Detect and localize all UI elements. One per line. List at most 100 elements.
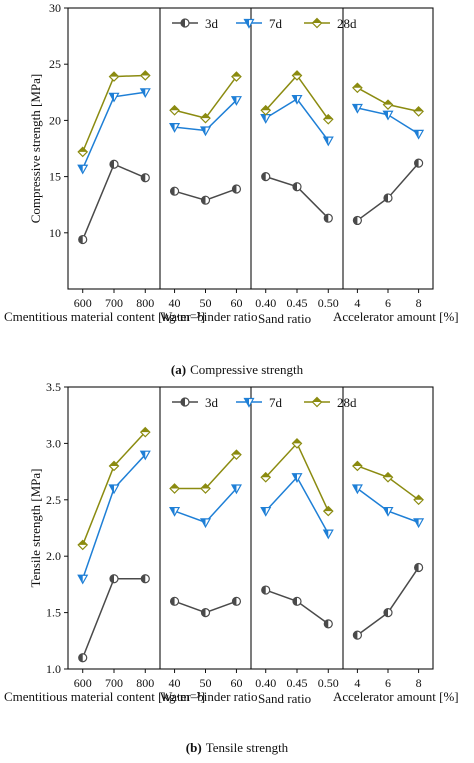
point-3d-half (261, 586, 266, 595)
point-28d-half (231, 450, 241, 455)
point-28d (322, 505, 334, 517)
point-7d (108, 92, 120, 103)
legend-marker-half (312, 18, 322, 23)
chart-a: 10 15 20 25 30 Compressive strength [MPa] 600 7… (4, 1, 459, 377)
x-tick-label: 0.45 (287, 676, 308, 690)
x-axis-label-sand: Sand ratio (258, 691, 311, 706)
legend-marker (180, 397, 190, 407)
x-tick-label: 800 (136, 296, 154, 310)
point-7d-half (414, 130, 419, 139)
point-28d-half (383, 472, 393, 478)
point-7d-half (170, 507, 175, 516)
series-line-7d (265, 475, 329, 535)
point-7d-half (109, 485, 114, 494)
legend-marker (311, 17, 323, 29)
caption-letter: (a) (171, 362, 186, 377)
x-tick-label: 800 (136, 676, 154, 690)
x-tick-label: 60 (230, 676, 242, 690)
point-3d (78, 653, 88, 663)
point-7d-half (78, 165, 83, 174)
point-3d-half (324, 619, 329, 628)
legend-marker (311, 396, 323, 408)
legend-entry-28d: 28d (304, 16, 357, 31)
point-7d (291, 473, 303, 483)
point-3d-half (141, 574, 146, 583)
x-axis-label-accelerator: Accelerator amount [%] (333, 689, 459, 704)
y-tick-label: 10 (49, 226, 61, 240)
point-28d (108, 460, 120, 472)
point-3d (231, 184, 242, 194)
legend-label: 28d (337, 395, 357, 410)
point-7d-half (231, 96, 237, 105)
panel-2: 40 50 60 (169, 449, 242, 690)
point-28d-half (414, 495, 424, 500)
point-28d-half (292, 438, 302, 444)
point-3d (78, 234, 88, 245)
point-3d-half (353, 631, 358, 640)
point-7d-half (292, 473, 297, 482)
point-3d (261, 585, 271, 595)
x-axis-label-line1: Cmentitious material content [kg·m⁻³] (4, 689, 205, 704)
x-tick-label: 700 (105, 676, 123, 690)
point-7d (322, 136, 334, 147)
point-3d-half (261, 172, 266, 181)
legend: 3d 7d 28d (172, 395, 357, 410)
x-tick-label: 0.50 (318, 296, 339, 310)
x-axis-label-sand: Sand ratio (258, 311, 311, 326)
point-28d (231, 71, 242, 82)
caption-text: Tensile strength (206, 740, 289, 755)
point-28d (413, 106, 424, 117)
point-28d-half (201, 113, 210, 119)
point-7d (351, 484, 363, 495)
y-axis-label: Compressive strength [MPa] (28, 74, 43, 223)
point-3d-half (110, 574, 114, 583)
point-7d (199, 126, 212, 137)
point-7d-half (323, 137, 329, 146)
point-28d (260, 104, 272, 116)
point-28d (200, 483, 211, 494)
point-7d-half (78, 575, 83, 584)
point-28d-half (383, 100, 393, 105)
legend-marker-half (312, 397, 322, 402)
point-3d-half (384, 608, 388, 617)
point-28d (169, 104, 180, 116)
point-28d-half (109, 72, 119, 77)
point-3d (292, 182, 302, 192)
legend-entry-7d: 7d (236, 395, 283, 410)
point-28d (352, 82, 363, 94)
point-7d (413, 129, 425, 140)
legend: 3d 7d 28d (172, 16, 357, 31)
point-28d-half (323, 506, 333, 512)
series-line-3d (356, 567, 420, 636)
panel-1: 600 700 800 (74, 70, 154, 310)
point-3d (140, 574, 150, 584)
point-7d-half (261, 114, 266, 123)
x-tick-label: 50 (200, 296, 212, 310)
x-tick-label: 600 (74, 676, 92, 690)
point-7d-half (414, 518, 419, 527)
point-7d-half (201, 127, 206, 136)
point-7d (413, 518, 425, 529)
point-7d (77, 574, 89, 585)
panel-3: 0.40 0.45 0.50 (255, 438, 339, 690)
series-line-3d (82, 163, 146, 240)
panel-4: 4 6 8 (351, 460, 425, 690)
point-3d-half (384, 193, 388, 202)
x-tick-label: 60 (230, 296, 242, 310)
x-tick-label: 6 (385, 676, 391, 690)
legend-label: 7d (269, 16, 283, 31)
series-line-7d (82, 454, 146, 580)
point-7d-half (109, 93, 114, 102)
x-axis-label-water-binder: Water–binder ratio (160, 309, 258, 324)
point-7d (169, 123, 181, 133)
x-tick-label: 8 (416, 676, 422, 690)
point-28d (260, 471, 272, 483)
point-28d-half (140, 70, 150, 76)
legend-marker-half (181, 398, 185, 406)
point-28d-half (78, 540, 88, 545)
panel-3: 0.40 0.45 0.50 (255, 70, 339, 310)
point-28d (231, 449, 242, 461)
point-28d-half (109, 461, 119, 466)
point-7d (139, 450, 151, 461)
